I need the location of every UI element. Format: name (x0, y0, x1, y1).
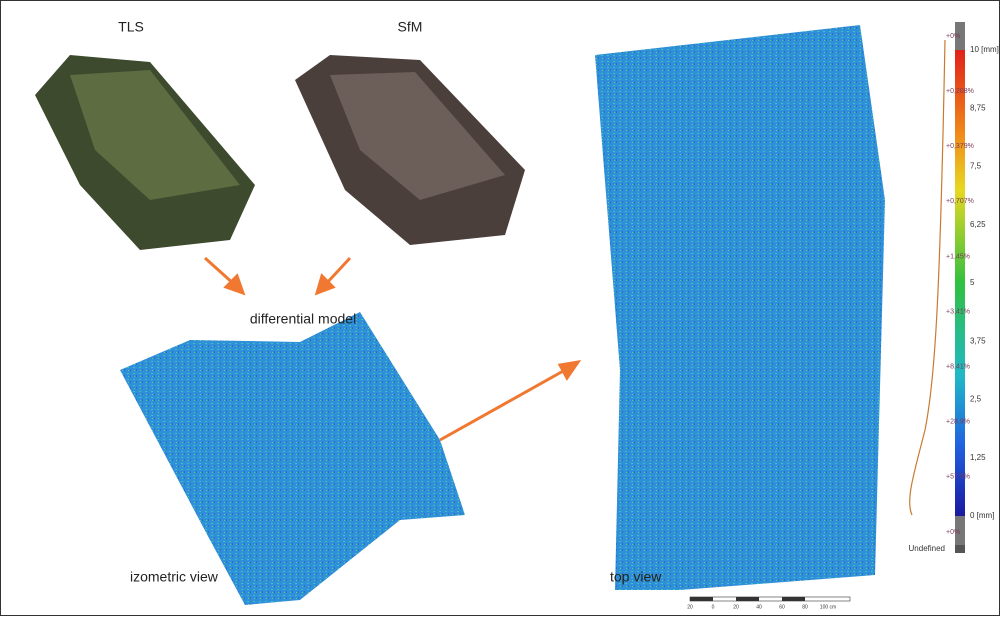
top-view-model (595, 25, 885, 590)
undefined-label: Undefined (909, 544, 945, 553)
distribution-label: +57,5% (946, 474, 970, 481)
distribution-label: +0% (946, 529, 960, 536)
label-tls: TLS (118, 19, 144, 35)
distribution-label: +0,707% (946, 198, 974, 205)
distribution-label: +0,379% (946, 143, 974, 150)
distribution-label: +28,9% (946, 419, 970, 426)
distribution-label: +0,208% (946, 88, 974, 95)
scale-bar (690, 597, 850, 601)
scale-bar-label: 60 (779, 604, 785, 610)
distribution-label: +0% (946, 33, 960, 40)
figure: TLS SfM differential model izometric vie… (0, 0, 1000, 616)
distribution-label: +3,41% (946, 308, 970, 315)
scale-bar-label: 80 (802, 604, 808, 610)
scale-bar-label: 20 (733, 604, 739, 610)
color-scale-label: 5 (970, 278, 975, 287)
label-sfm: SfM (398, 19, 423, 35)
undefined-swatch (955, 545, 965, 553)
color-scale-label: 10 [mm] (970, 45, 999, 54)
distribution-label: +1,45% (946, 253, 970, 260)
color-scale-label: 2,5 (970, 395, 982, 404)
label-top: top view (610, 569, 662, 585)
distribution-label: +8,41% (946, 364, 970, 371)
color-scale-label: 6,25 (970, 220, 986, 229)
color-scale-label: 1,25 (970, 453, 986, 462)
color-scale-label: 3,75 (970, 336, 986, 345)
scale-bar-label: 20 (687, 604, 693, 610)
colorbar (955, 50, 965, 516)
scale-bar-label: 40 (756, 604, 762, 610)
color-scale-label: 8,75 (970, 103, 986, 112)
color-scale-label: 0 [mm] (970, 511, 994, 520)
scale-bar-label: 0 (712, 604, 715, 610)
scale-bar-label: 100 cm (820, 604, 836, 610)
label-differential: differential model (250, 311, 356, 327)
color-scale-label: 7,5 (970, 162, 982, 171)
label-isometric: izometric view (130, 569, 219, 585)
